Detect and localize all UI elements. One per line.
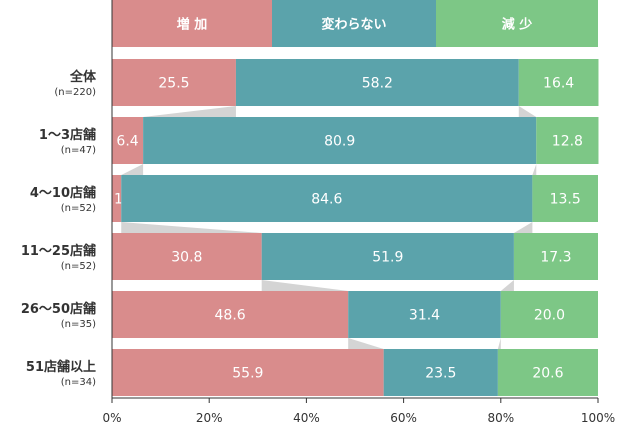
legend-label-1: 増 加 [177,17,208,33]
category-label-6: 51店舗以上 [26,359,96,375]
value-label-3-2: 84.6 [311,192,342,208]
category-note-1: (n=220) [54,87,96,98]
legend-label-3: 減 少 [502,17,533,33]
x-tick-label-4: 60% [390,411,417,425]
bar-segment-2-3 [536,117,599,164]
value-label-4-3: 17.3 [540,250,571,266]
value-label-5-3: 20.0 [534,308,565,324]
bar-segment-6-3 [497,349,598,396]
value-label-1-1: 25.5 [158,76,189,92]
category-label-1: 全体 [69,69,97,85]
category-note-3: (n=52) [61,203,96,214]
bar-segment-6-2 [383,349,498,396]
bar-segment-6-1 [112,349,384,396]
connector-5-1 [348,338,384,349]
legend-swatch-1 [112,0,272,47]
bar-segment-1-3 [518,59,599,106]
bar-segment-1-1 [112,59,236,106]
bar-segment-4-1 [112,233,262,280]
category-label-5: 26～50店舗 [21,301,96,317]
category-note-6: (n=34) [61,377,96,388]
connector-4-1 [261,280,349,291]
value-label-4-1: 30.8 [171,250,202,266]
connector-4-2 [500,280,514,291]
value-label-6-2: 23.5 [425,366,456,382]
category-note-5: (n=35) [61,319,96,330]
x-tick-label-6: 100% [581,411,615,425]
value-label-5-2: 31.4 [409,308,440,324]
connector-1-2 [518,106,537,117]
bar-segment-2-1 [112,117,144,164]
x-tick-label-3: 40% [293,411,320,425]
bar-segment-4-3 [513,233,598,280]
connector-2-2 [532,164,537,175]
x-tick-label-5: 80% [487,411,514,425]
category-label-3: 4～10店舗 [30,185,96,201]
value-label-2-2: 80.9 [324,134,355,150]
bar-segment-3-3 [532,175,598,222]
bar-segments: 25.558.216.46.480.912.81.984.613.530.851… [112,59,599,396]
legend: 増 加 変わらない 減 少 [112,0,598,47]
value-label-3-3: 13.5 [550,192,581,208]
bar-segment-1-2 [235,59,519,106]
value-label-5-1: 48.6 [215,308,246,324]
bar-segment-5-3 [500,291,598,338]
bar-segment-4-2 [261,233,514,280]
value-label-2-3: 12.8 [552,134,583,150]
bar-segment-5-2 [348,291,501,338]
value-label-1-3: 16.4 [543,76,574,92]
category-label-4: 11～25店舗 [21,243,96,259]
series-connectors [121,106,537,349]
connector-5-2 [497,338,501,349]
category-note-2: (n=47) [61,145,96,156]
bar-segment-5-1 [112,291,349,338]
value-label-2-1: 6.4 [116,134,138,150]
legend-swatch-3 [436,0,598,47]
x-tick-label-2: 20% [196,411,223,425]
value-label-6-3: 20.6 [532,366,563,382]
bar-segment-2-2 [143,117,537,164]
legend-label-2: 変わらない [321,17,386,33]
category-labels: 全体 (n=220) 1～3店舗 (n=47) 4～10店舗 (n=52) 11～25店舗 (… [21,69,97,388]
legend-swatch-2 [272,0,436,47]
bar-segment-3-1 [112,175,122,222]
category-label-2: 1～3店舗 [39,127,96,143]
connector-3-2 [513,222,533,233]
connector-3-1 [121,222,262,233]
x-axis: 0% 20% 40% 60% 80% 100% [102,0,615,425]
x-tick-label-1: 0% [102,411,121,425]
category-note-4: (n=52) [61,261,96,272]
value-label-4-2: 51.9 [372,250,403,266]
connector-1-1 [143,106,236,117]
connector-2-1 [121,164,144,175]
bar-segment-3-2 [121,175,533,222]
value-label-1-2: 58.2 [362,76,393,92]
value-label-6-1: 55.9 [232,366,263,382]
